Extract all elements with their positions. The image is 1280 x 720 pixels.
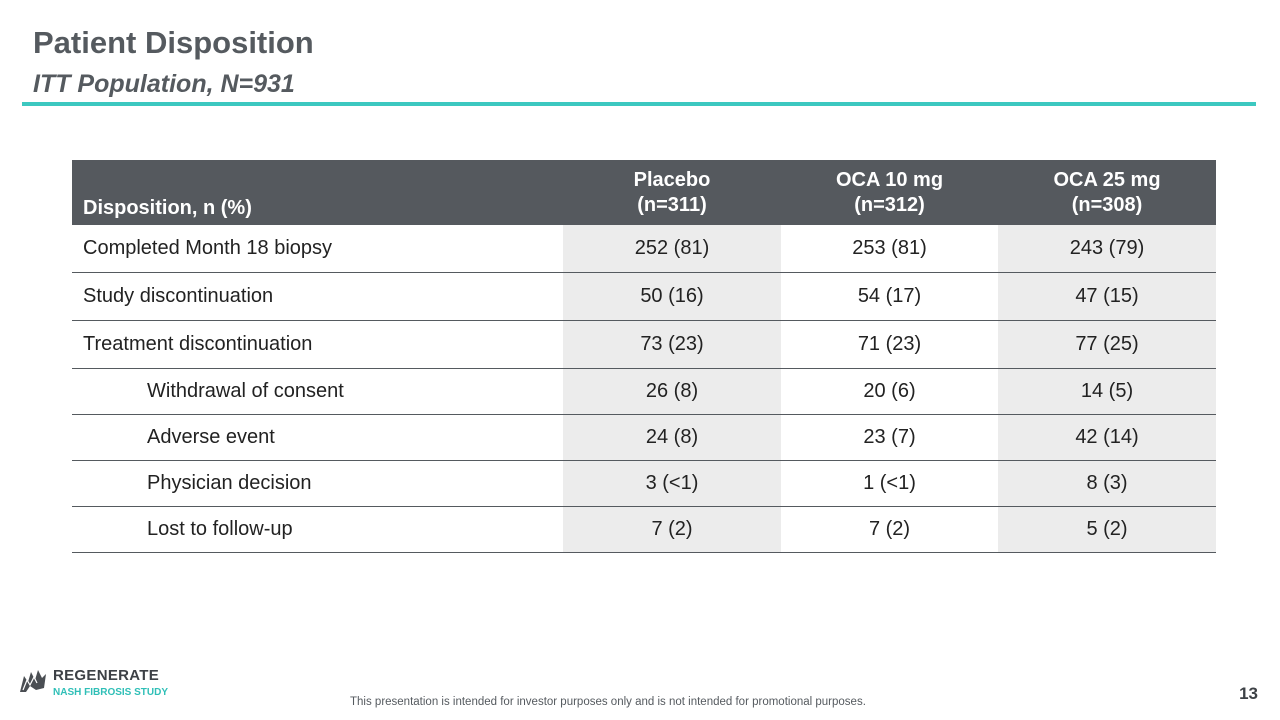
page-number: 13 bbox=[1239, 684, 1258, 703]
cell-placebo: 26 (8) bbox=[563, 368, 781, 415]
header-oca-25-name: OCA 25 mg bbox=[1053, 168, 1161, 191]
cell-oca-25: 47 (15) bbox=[998, 272, 1216, 321]
table-row: Study discontinuation 50 (16) 54 (17) 47… bbox=[72, 272, 1216, 321]
cell-placebo: 24 (8) bbox=[563, 414, 781, 461]
logo-wordmark: REGENERATE bbox=[53, 667, 160, 684]
cell-oca-25: 77 (25) bbox=[998, 320, 1216, 369]
header-placebo-n: (n=311) bbox=[637, 193, 707, 216]
cell-placebo: 50 (16) bbox=[563, 272, 781, 321]
disposition-table: Disposition, n (%) Placebo (n=311) OCA 1… bbox=[72, 160, 1216, 553]
row-label: Completed Month 18 biopsy bbox=[72, 225, 563, 273]
header-disposition: Disposition, n (%) bbox=[72, 160, 563, 225]
page-title: Patient Disposition bbox=[33, 25, 314, 60]
cell-placebo: 252 (81) bbox=[563, 225, 781, 273]
cell-oca-10: 54 (17) bbox=[781, 272, 998, 321]
cell-oca-10: 20 (6) bbox=[781, 368, 998, 415]
header-oca-10-n: (n=312) bbox=[854, 193, 925, 216]
brand-mark-icon bbox=[18, 668, 48, 694]
header-oca-25-n: (n=308) bbox=[1071, 193, 1143, 216]
cell-oca-25: 8 (3) bbox=[998, 460, 1216, 507]
cell-oca-25: 14 (5) bbox=[998, 368, 1216, 415]
row-label: Treatment discontinuation bbox=[72, 320, 563, 369]
row-label: Adverse event bbox=[72, 414, 563, 461]
table-row: Treatment discontinuation 73 (23) 71 (23… bbox=[72, 320, 1216, 369]
regenerate-logo: REGENERATE NASH FIBROSIS STUDY bbox=[18, 664, 198, 704]
cell-placebo: 7 (2) bbox=[563, 506, 781, 553]
page-subtitle: ITT Population, N=931 bbox=[33, 70, 295, 98]
title-divider bbox=[22, 102, 1256, 106]
row-label: Withdrawal of consent bbox=[72, 368, 563, 415]
cell-oca-10: 253 (81) bbox=[781, 225, 998, 273]
header-oca-10: OCA 10 mg (n=312) bbox=[781, 160, 998, 225]
table-row: Physician decision 3 (<1) 1 (<1) 8 (3) bbox=[72, 460, 1216, 507]
cell-placebo: 3 (<1) bbox=[563, 460, 781, 507]
cell-oca-25: 5 (2) bbox=[998, 506, 1216, 553]
footer-disclaimer: This presentation is intended for invest… bbox=[350, 696, 866, 708]
row-label: Physician decision bbox=[72, 460, 563, 507]
header-placebo: Placebo (n=311) bbox=[563, 160, 781, 225]
cell-oca-10: 23 (7) bbox=[781, 414, 998, 461]
table-row: Adverse event 24 (8) 23 (7) 42 (14) bbox=[72, 414, 1216, 461]
cell-oca-10: 71 (23) bbox=[781, 320, 998, 369]
header-placebo-name: Placebo bbox=[633, 168, 711, 191]
cell-oca-25: 42 (14) bbox=[998, 414, 1216, 461]
cell-oca-10: 7 (2) bbox=[781, 506, 998, 553]
table-header-row: Disposition, n (%) Placebo (n=311) OCA 1… bbox=[72, 160, 1216, 225]
cell-placebo: 73 (23) bbox=[563, 320, 781, 369]
logo-tagline: NASH FIBROSIS STUDY bbox=[53, 687, 169, 698]
table-row: Withdrawal of consent 26 (8) 20 (6) 14 (… bbox=[72, 368, 1216, 415]
header-oca-10-name: OCA 10 mg bbox=[835, 168, 944, 191]
row-label: Study discontinuation bbox=[72, 272, 563, 321]
cell-oca-10: 1 (<1) bbox=[781, 460, 998, 507]
header-oca-25: OCA 25 mg (n=308) bbox=[998, 160, 1216, 225]
table-row: Lost to follow-up 7 (2) 7 (2) 5 (2) bbox=[72, 506, 1216, 553]
cell-oca-25: 243 (79) bbox=[998, 225, 1216, 273]
table-row: Completed Month 18 biopsy 252 (81) 253 (… bbox=[72, 225, 1216, 273]
row-label: Lost to follow-up bbox=[72, 506, 563, 553]
